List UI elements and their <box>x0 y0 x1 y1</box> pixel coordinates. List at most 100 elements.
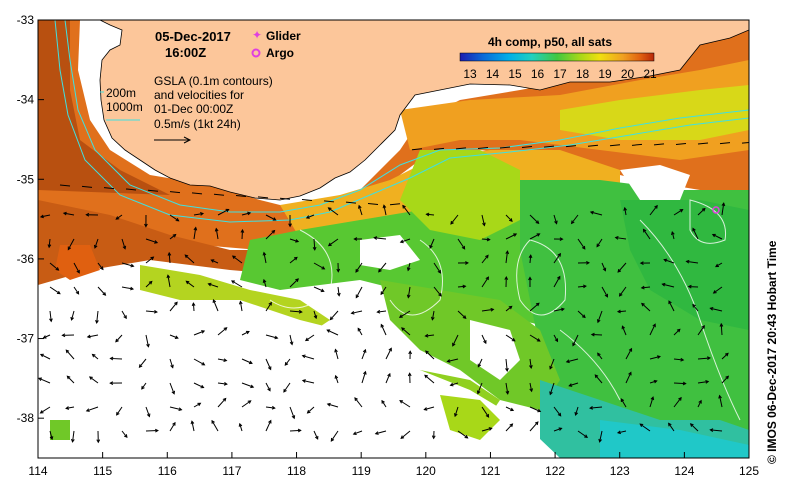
velocity-arrowhead <box>596 319 601 324</box>
velocity-arrow <box>401 327 411 336</box>
velocity-arrow <box>145 406 150 417</box>
velocity-arrow <box>116 406 123 416</box>
velocity-arrowhead <box>167 251 172 256</box>
velocity-arrow <box>431 310 435 320</box>
velocity-arrow <box>81 185 93 188</box>
velocity-arrowhead <box>398 314 403 318</box>
velocity-arrowhead <box>687 284 692 289</box>
y-tick-label: -34 <box>17 93 35 107</box>
velocity-arrowhead <box>42 335 47 339</box>
velocity-arrowhead <box>116 411 120 416</box>
velocity-arrowhead <box>617 268 622 273</box>
velocity-arrowhead <box>598 438 603 443</box>
velocity-arrowhead <box>166 274 171 279</box>
velocity-arrowhead <box>49 318 53 323</box>
velocity-arrow <box>620 398 627 408</box>
velocity-arrowhead <box>483 340 487 345</box>
colorbar-ticks: 13 14 15 16 17 18 19 20 21 <box>463 67 657 81</box>
velocity-arrow <box>323 200 335 203</box>
velocity-arrowhead <box>709 306 714 311</box>
velocity-arrowhead <box>91 353 96 358</box>
velocity-arrow <box>232 255 243 264</box>
velocity-arrow <box>553 253 561 264</box>
isobaths <box>54 20 749 223</box>
velocity-arrowhead <box>425 350 429 355</box>
velocity-arrowhead <box>654 204 658 209</box>
velocity-arrowhead <box>320 288 325 293</box>
x-axis: 114 115 116 117 118 119 120 121 122 123 124 125 <box>28 452 759 478</box>
velocity-arrow <box>121 238 126 249</box>
velocity-arrow <box>575 406 579 416</box>
gsla-line-2: and velocities for <box>154 88 244 102</box>
gsla-line-4: 0.5m/s (1kt 24h) <box>154 117 241 131</box>
velocity-arrowhead <box>558 427 563 431</box>
velocity-arrow <box>145 281 153 288</box>
velocity-arrow <box>577 430 588 438</box>
velocity-arrow <box>457 238 466 250</box>
velocity-arrow <box>169 334 179 339</box>
velocity-arrow <box>481 308 494 312</box>
velocity-arrow <box>664 259 675 264</box>
velocity-arrowhead <box>297 428 302 433</box>
velocity-arrow <box>121 286 134 290</box>
velocity-arrowhead <box>312 246 317 251</box>
velocity-arrowhead <box>115 338 119 343</box>
velocity-arrowhead <box>99 266 104 271</box>
velocity-arrow <box>587 144 599 147</box>
velocity-arrowhead <box>102 292 107 296</box>
velocity-arrowhead <box>146 413 151 418</box>
velocity-arrowhead <box>574 411 579 416</box>
velocity-arrow <box>481 276 489 288</box>
colorbar-tick-label: 15 <box>508 67 522 81</box>
velocity-arrowhead <box>402 204 406 209</box>
velocity-arrowhead <box>268 301 272 306</box>
velocity-arrowhead <box>400 435 405 440</box>
velocity-arrow <box>355 262 363 273</box>
velocity-arrowhead <box>225 208 230 213</box>
velocity-arrow <box>381 400 387 408</box>
velocity-arrow <box>596 238 603 247</box>
velocity-arrowhead <box>640 285 645 290</box>
velocity-arrow <box>313 430 319 440</box>
velocity-arrowhead <box>505 250 510 255</box>
velocity-arrow <box>505 214 513 222</box>
velocity-arrow <box>549 382 555 395</box>
velocity-arrow <box>145 256 154 264</box>
velocity-arrowhead <box>123 315 127 320</box>
velocity-arrowhead <box>66 375 71 380</box>
velocity-arrowhead <box>88 376 93 380</box>
velocity-arrowhead <box>425 212 430 217</box>
velocity-arrowhead <box>663 258 668 263</box>
velocity-arrow <box>328 238 339 247</box>
velocity-arrowhead <box>509 423 514 428</box>
velocity-arrow <box>334 349 339 360</box>
velocity-arrowhead <box>621 325 626 330</box>
velocity-arrowhead <box>245 330 250 335</box>
velocity-arrow <box>361 349 366 360</box>
velocity-arrowhead <box>482 222 486 227</box>
velocity-arrow <box>86 406 99 412</box>
velocity-arrow <box>426 213 435 216</box>
velocity-arrow <box>639 423 651 432</box>
velocity-arrowhead <box>39 214 44 219</box>
velocity-arrowhead <box>719 322 724 327</box>
velocity-arrow <box>73 286 79 295</box>
velocity-arrow <box>529 406 541 412</box>
velocity-arrowhead <box>95 319 99 324</box>
velocity-arrow <box>671 231 675 240</box>
velocity-arrow <box>302 379 315 384</box>
colorbar-tick-label: 19 <box>598 67 612 81</box>
velocity-arrow <box>673 328 681 336</box>
velocity-arrowhead <box>154 428 159 433</box>
velocity-arrow <box>40 406 51 414</box>
velocity-arrow <box>217 209 229 216</box>
velocity-arrowhead <box>485 276 489 281</box>
velocity-arrow <box>65 349 75 360</box>
velocity-arrow <box>380 324 387 336</box>
velocity-arrow <box>217 358 227 362</box>
velocity-arrowhead <box>231 280 235 284</box>
velocity-arrowhead <box>698 399 702 404</box>
velocity-arrow <box>139 358 147 368</box>
velocity-arrow <box>289 238 299 243</box>
